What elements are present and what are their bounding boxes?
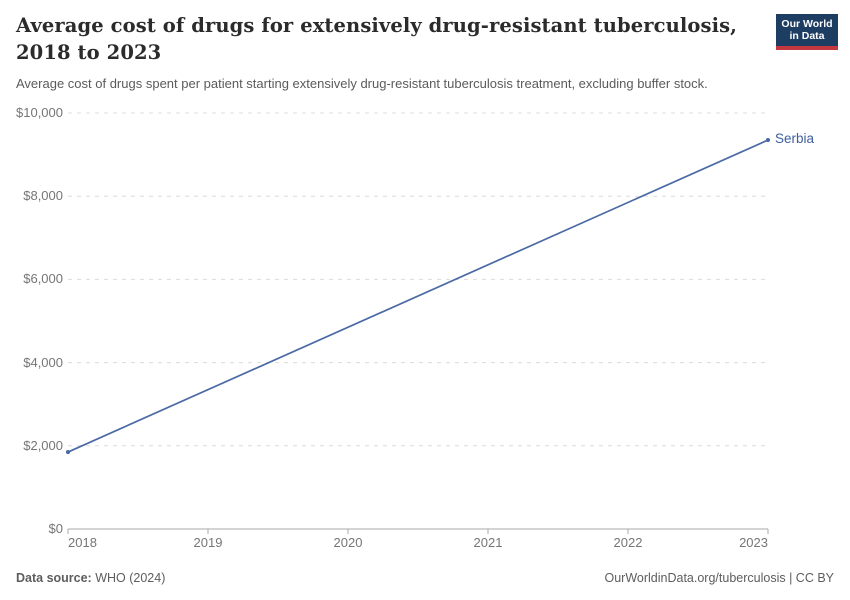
y-tick-label: $2,000 [23, 437, 63, 453]
series-end-label[interactable]: Serbia [775, 131, 815, 147]
chart-title: Average cost of drugs for extensively dr… [16, 12, 756, 66]
x-tick-label: 2018 [68, 535, 97, 550]
owid-logo-line1: Our World [781, 18, 833, 30]
x-tick-label: 2022 [613, 535, 643, 550]
x-tick-label: 2021 [473, 535, 503, 550]
y-tick-label: $8,000 [23, 188, 63, 204]
x-tick-label: 2023 [739, 535, 768, 550]
y-tick-label: $0 [48, 521, 63, 536]
y-tick-label: $10,000 [16, 105, 63, 120]
chart-title-line2: 2018 to 2023 [16, 41, 162, 64]
data-source-note: Data source: WHO (2024) [16, 570, 165, 586]
owid-logo-line2: in Data [789, 30, 825, 42]
chart-title-line1: Average cost of drugs for extensively dr… [16, 14, 738, 37]
data-source-label: Data source: [16, 571, 92, 585]
chart-footer: Data source: WHO (2024) OurWorldinData.o… [16, 570, 834, 586]
data-source-value: WHO (2024) [95, 571, 166, 585]
series-line-serbia [67, 139, 769, 453]
y-tick-label: $6,000 [23, 271, 63, 287]
x-tick-label: 2020 [333, 535, 363, 550]
x-tick-label: 2019 [193, 535, 223, 550]
owid-logo: Our World in Data [776, 14, 838, 50]
series-point-serbia [65, 449, 71, 455]
series-point-serbia [765, 137, 771, 143]
y-tick-label: $4,000 [23, 354, 63, 370]
footer-citation-link[interactable]: OurWorldinData.org/tuberculosis | CC BY [604, 571, 835, 585]
chart-subtitle: Average cost of drugs spent per patient … [16, 76, 708, 91]
